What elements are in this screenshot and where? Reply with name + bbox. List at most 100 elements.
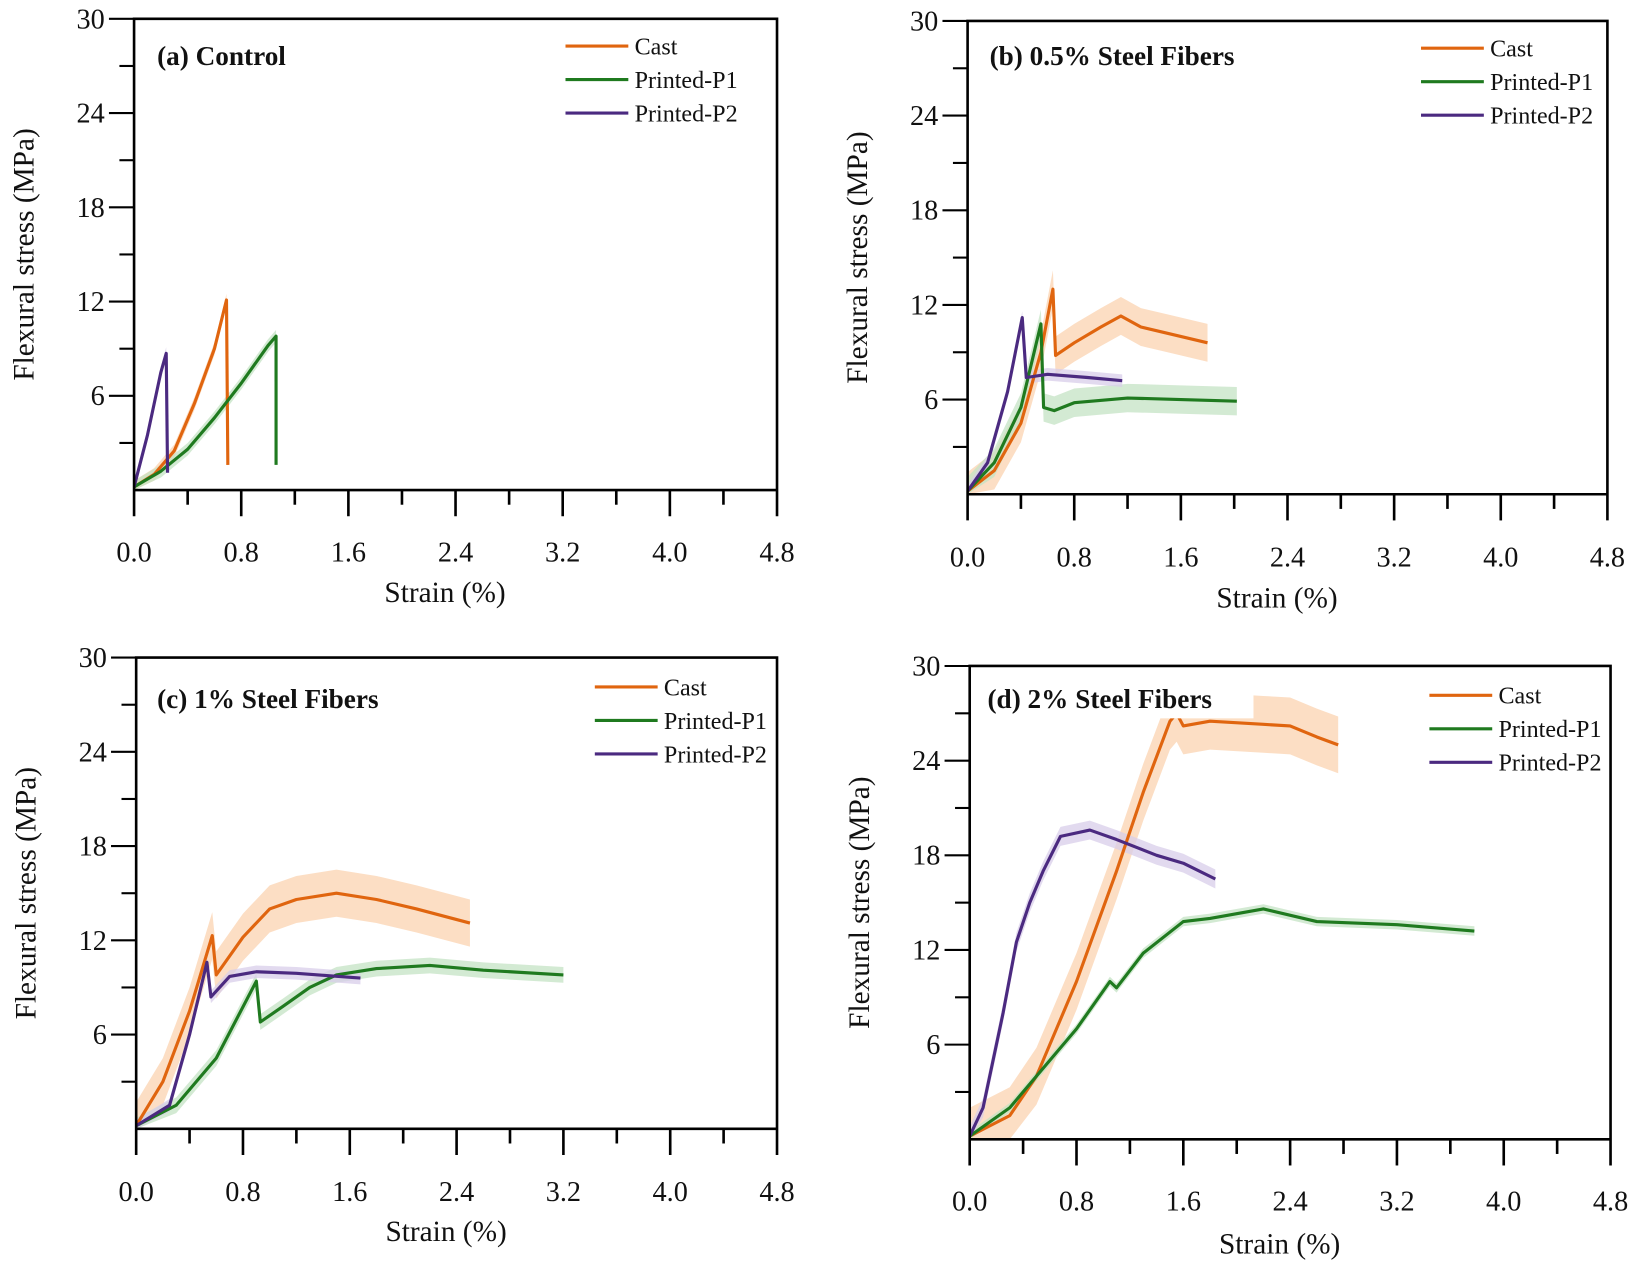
y-tick-label: 24 xyxy=(76,99,104,130)
panel-d: 6 12 18 24 30 0.0 0.8 1.6 2.4 3.2 4.0 4.8 Strain (%)… xyxy=(844,651,1628,1260)
x-axis-label: Strain (%) xyxy=(385,1216,506,1248)
panel-title: (c) 1% Steel Fibers xyxy=(157,684,378,714)
x-tick-label: 0.8 xyxy=(225,1177,260,1208)
y-tick-label: 30 xyxy=(912,651,940,682)
x-tick-label: 4.8 xyxy=(1590,543,1625,574)
legend-entry: Printed-P2 xyxy=(664,742,767,768)
title-background xyxy=(979,680,1254,719)
x-tick-label: 4.0 xyxy=(652,537,687,568)
x-tick-label: 2.4 xyxy=(439,1177,474,1208)
y-axis-label: Flexural stress (MPa) xyxy=(11,767,43,1019)
series-line-cast xyxy=(136,891,471,1127)
x-tick-label: 4.8 xyxy=(759,1177,794,1208)
x-tick-label: 3.2 xyxy=(1379,1187,1414,1218)
x-axis-label: Strain (%) xyxy=(384,577,505,609)
legend: Cast Printed-P1 Printed-P2 xyxy=(1429,684,1602,777)
x-tick-label: 4.8 xyxy=(1593,1187,1628,1218)
y-tick-label: 12 xyxy=(910,290,938,321)
x-axis-label: Strain (%) xyxy=(1216,582,1337,614)
x-tick-label: 4.0 xyxy=(653,1177,688,1208)
plot-area xyxy=(136,869,564,1129)
series-line-printed-p2 xyxy=(969,828,1217,1137)
y-tick-label: 30 xyxy=(910,6,938,37)
x-axis-label: Strain (%) xyxy=(1219,1228,1340,1260)
legend-entry: Printed-P1 xyxy=(635,68,738,94)
y-tick-label: 6 xyxy=(926,1030,940,1061)
y-tick-label: 24 xyxy=(910,101,938,132)
x-tick-label: 2.4 xyxy=(1270,543,1305,574)
panel-a: 6 12 18 24 30 0.0 0.8 1.6 2.4 3.2 4.0 4.8 Strain (%)… xyxy=(9,4,795,609)
legend-entry: Cast xyxy=(635,34,678,60)
y-tick-label: 12 xyxy=(76,287,104,318)
legend-entry: Printed-P2 xyxy=(1499,751,1602,777)
y-axis-label: Flexural stress (MPa) xyxy=(842,131,874,383)
legend: Cast Printed-P1 Printed-P2 xyxy=(1421,37,1593,130)
series-line-printed-p1 xyxy=(969,907,1475,1138)
legend: Cast Printed-P1 Printed-P2 xyxy=(594,675,767,768)
y-tick-label: 18 xyxy=(79,832,107,863)
y-tick-label: 30 xyxy=(76,4,104,35)
x-tick-label: 0.8 xyxy=(1057,543,1092,574)
band-printed-p1 xyxy=(134,329,277,491)
x-tick-label: 3.2 xyxy=(546,1177,581,1208)
x-tick-label: 4.0 xyxy=(1483,543,1518,574)
legend-entry: Printed-P1 xyxy=(1499,717,1602,743)
x-tick-label: 4.8 xyxy=(759,537,794,568)
x-tick-label: 1.6 xyxy=(1163,543,1198,574)
legend: Cast Printed-P1 Printed-P2 xyxy=(565,34,738,127)
y-tick-label: 18 xyxy=(912,841,940,872)
band-cast xyxy=(967,270,1208,495)
y-tick-label: 12 xyxy=(912,935,940,966)
legend-entry: Printed-P1 xyxy=(664,709,767,735)
x-tick-label: 1.6 xyxy=(1166,1187,1201,1218)
x-tick-label: 2.4 xyxy=(438,537,473,568)
plot-area xyxy=(134,293,278,491)
y-axis-label: Flexural stress (MPa) xyxy=(9,128,41,380)
y-axis-label: Flexural stress (MPa) xyxy=(844,776,876,1028)
series-line-cast xyxy=(967,287,1208,493)
series-line-printed-p2 xyxy=(134,351,170,488)
series-line-printed-p1 xyxy=(967,322,1237,493)
legend-entry: Cast xyxy=(664,675,707,701)
band-cast xyxy=(969,684,1339,1140)
legend-entry: Cast xyxy=(1490,37,1533,63)
y-tick-label: 6 xyxy=(924,385,938,416)
y-tick-label: 12 xyxy=(79,926,107,957)
panel-c: 6 12 18 24 30 0.0 0.8 1.6 2.4 3.2 4.0 4.8 Strain (%)… xyxy=(11,643,795,1248)
x-tick-label: 0.8 xyxy=(224,537,259,568)
x-tick-label: 0.0 xyxy=(116,537,151,568)
y-tick-label: 6 xyxy=(91,381,105,412)
x-tick-label: 0.8 xyxy=(1059,1187,1094,1218)
x-tick-label: 0.0 xyxy=(950,543,985,574)
band-printed-p1 xyxy=(967,309,1237,495)
panel-title: (b) 0.5% Steel Fibers xyxy=(990,41,1235,71)
series-line-printed-p1 xyxy=(136,963,564,1128)
x-tick-label: 0.0 xyxy=(118,1177,153,1208)
y-tick-label: 30 xyxy=(79,643,107,674)
y-tick-label: 24 xyxy=(79,737,107,768)
series-line-printed-p2 xyxy=(967,315,1123,493)
plot-area xyxy=(967,270,1237,495)
x-tick-label: 3.2 xyxy=(1376,543,1411,574)
y-tick-label: 24 xyxy=(912,746,940,777)
band-printed-p1 xyxy=(136,957,564,1129)
panel-title: (a) Control xyxy=(157,41,286,71)
y-tick-label: 6 xyxy=(93,1020,107,1051)
y-tick-label: 18 xyxy=(76,193,104,224)
x-tick-label: 1.6 xyxy=(332,1177,367,1208)
legend-entry: Printed-P1 xyxy=(1490,70,1593,96)
x-tick-label: 4.0 xyxy=(1486,1187,1521,1218)
band-cast xyxy=(136,869,470,1129)
series-line-printed-p1 xyxy=(134,334,278,489)
series-line-printed-p2 xyxy=(136,960,361,1128)
band-printed-p1 xyxy=(969,904,1475,1140)
x-tick-label: 3.2 xyxy=(545,537,580,568)
legend-entry: Printed-P2 xyxy=(635,101,738,127)
panel-b: 6 12 18 24 30 0.0 0.8 1.6 2.4 3.2 4.0 4.8 Strain (%)… xyxy=(842,6,1625,614)
x-tick-label: 1.6 xyxy=(331,537,366,568)
panel-title: (d) 2% Steel Fibers xyxy=(987,684,1212,714)
y-tick-label: 18 xyxy=(910,196,938,227)
legend-entry: Printed-P2 xyxy=(1490,104,1593,130)
x-tick-label: 0.0 xyxy=(952,1187,987,1218)
